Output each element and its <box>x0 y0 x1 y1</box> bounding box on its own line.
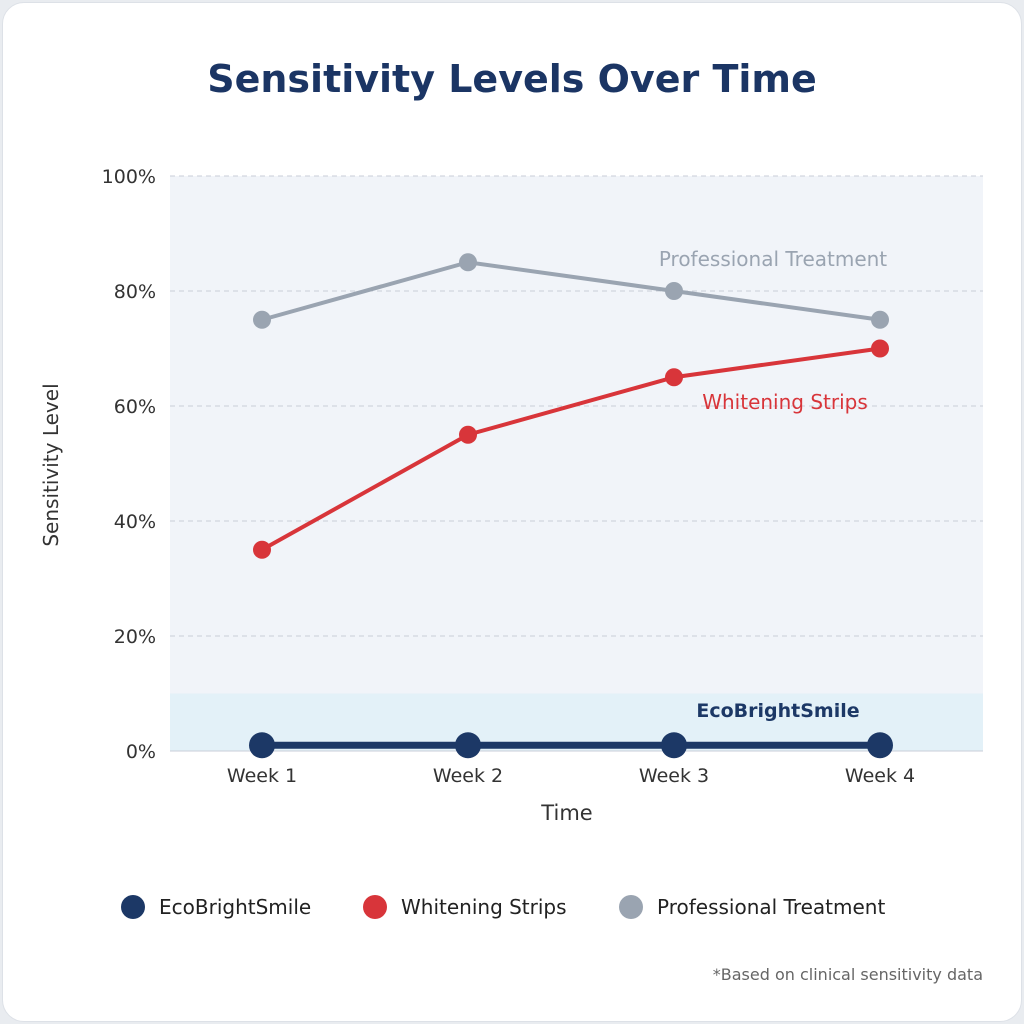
chart-title: Sensitivity Levels Over Time <box>207 57 817 101</box>
series-line <box>261 260 881 322</box>
plot-area <box>170 176 983 751</box>
y-tick-label: 60% <box>114 396 156 418</box>
series-professional-treatment: Professional Treatment <box>253 247 889 329</box>
highlight-band <box>170 693 983 751</box>
data-point <box>665 368 683 387</box>
series-label: Whitening Strips <box>702 390 868 414</box>
y-tick-label: 0% <box>126 741 156 763</box>
series-whitening-strips: Whitening Strips <box>253 339 889 559</box>
x-tick-label: Week 4 <box>845 765 915 787</box>
data-point <box>253 310 271 329</box>
footnote: *Based on clinical sensitivity data <box>713 965 983 984</box>
series-line <box>261 346 881 552</box>
series-ecobrightsmile: EcoBrightSmile <box>249 700 893 759</box>
data-point <box>253 540 271 559</box>
x-tick-label: Week 3 <box>639 765 709 787</box>
legend-marker <box>363 895 387 919</box>
legend-item: EcoBrightSmile <box>121 895 311 919</box>
data-point <box>665 282 683 300</box>
data-point <box>867 732 893 759</box>
legend-marker <box>619 895 643 919</box>
data-point <box>871 310 889 329</box>
legend-label: Professional Treatment <box>657 895 885 919</box>
data-point <box>459 425 477 444</box>
data-point <box>661 732 687 759</box>
data-point <box>249 732 275 759</box>
y-axis-label: Sensitivity Level <box>39 383 63 546</box>
legend-item: Whitening Strips <box>363 895 567 919</box>
x-tick-label: Week 2 <box>433 765 503 787</box>
data-point <box>459 253 477 272</box>
legend-label: Whitening Strips <box>401 895 567 919</box>
y-tick-label: 80% <box>114 281 156 303</box>
y-tick-label: 20% <box>114 626 156 648</box>
series-label: EcoBrightSmile <box>696 700 859 722</box>
y-tick-label: 100% <box>102 166 156 188</box>
x-axis-label: Time <box>540 801 592 825</box>
legend-marker <box>121 895 145 919</box>
series-label: Professional Treatment <box>659 247 887 271</box>
data-point <box>455 732 481 759</box>
legend-item: Professional Treatment <box>619 895 885 919</box>
legend-label: EcoBrightSmile <box>159 895 311 919</box>
y-tick-label: 40% <box>114 511 156 533</box>
data-point <box>871 339 889 358</box>
x-tick-label: Week 1 <box>227 765 297 787</box>
